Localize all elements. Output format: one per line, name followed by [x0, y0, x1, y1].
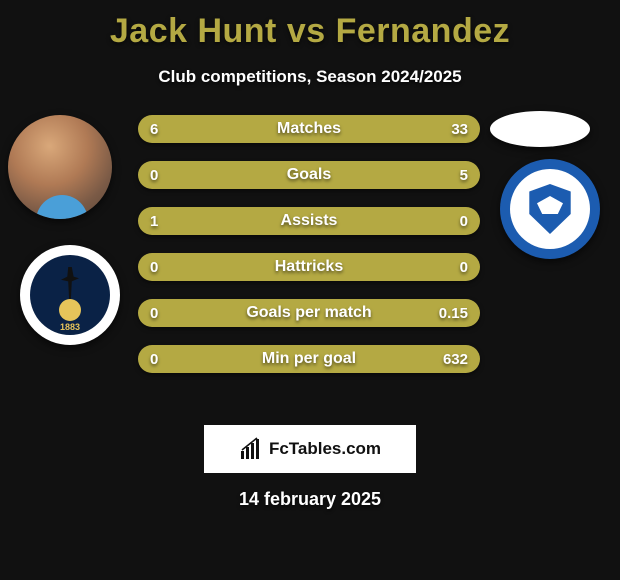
stat-right-value: 5 [460, 167, 468, 184]
stat-row-min-per-goal: 0 Min per goal 632 [138, 345, 480, 373]
fctables-icon [239, 437, 263, 461]
stat-right-value: 33 [451, 121, 468, 138]
stat-label: Assists [281, 212, 338, 230]
stat-row-goals: 0 Goals 5 [138, 161, 480, 189]
stats-list: 6 Matches 33 0 Goals 5 1 Assists 0 0 Hat… [138, 115, 480, 391]
stat-right-value: 632 [443, 351, 468, 368]
stat-row-matches: 6 Matches 33 [138, 115, 480, 143]
club-badge-right [500, 159, 600, 259]
stat-left-value: 0 [150, 259, 158, 276]
stat-left-value: 0 [150, 305, 158, 322]
stat-left-value: 0 [150, 167, 158, 184]
date-label: 14 february 2025 [0, 489, 620, 510]
club-badge-left-year: 1883 [60, 322, 80, 332]
comparison-panel: 1883 6 Matches 33 0 Goals 5 1 Assists 0 … [0, 115, 620, 415]
subtitle: Club competitions, Season 2024/2025 [0, 67, 620, 87]
stat-right-value: 0 [460, 259, 468, 276]
stat-label: Goals [287, 166, 331, 184]
club-badge-right-shield-icon [527, 184, 573, 234]
stat-row-assists: 1 Assists 0 [138, 207, 480, 235]
stat-right-value: 0 [460, 213, 468, 230]
stat-right-value: 0.15 [439, 305, 468, 322]
club-badge-left-inner: 1883 [30, 255, 110, 335]
stat-row-goals-per-match: 0 Goals per match 0.15 [138, 299, 480, 327]
club-badge-left-ball-icon [59, 299, 81, 321]
stat-left-value: 6 [150, 121, 158, 138]
stat-left-value: 0 [150, 351, 158, 368]
club-badge-left-figure-icon [61, 267, 79, 299]
source-logo-text: FcTables.com [269, 439, 381, 459]
player-left-avatar [8, 115, 112, 219]
stat-label: Hattricks [275, 258, 343, 276]
page-title: Jack Hunt vs Fernandez [0, 0, 620, 51]
stat-label: Goals per match [246, 304, 371, 322]
stat-row-hattricks: 0 Hattricks 0 [138, 253, 480, 281]
club-badge-left: 1883 [20, 245, 120, 345]
stat-label: Min per goal [262, 350, 356, 368]
player-right-avatar [490, 111, 590, 147]
stat-left-value: 1 [150, 213, 158, 230]
source-logo[interactable]: FcTables.com [204, 425, 416, 473]
club-badge-right-inner [510, 169, 590, 249]
stat-label: Matches [277, 120, 341, 138]
